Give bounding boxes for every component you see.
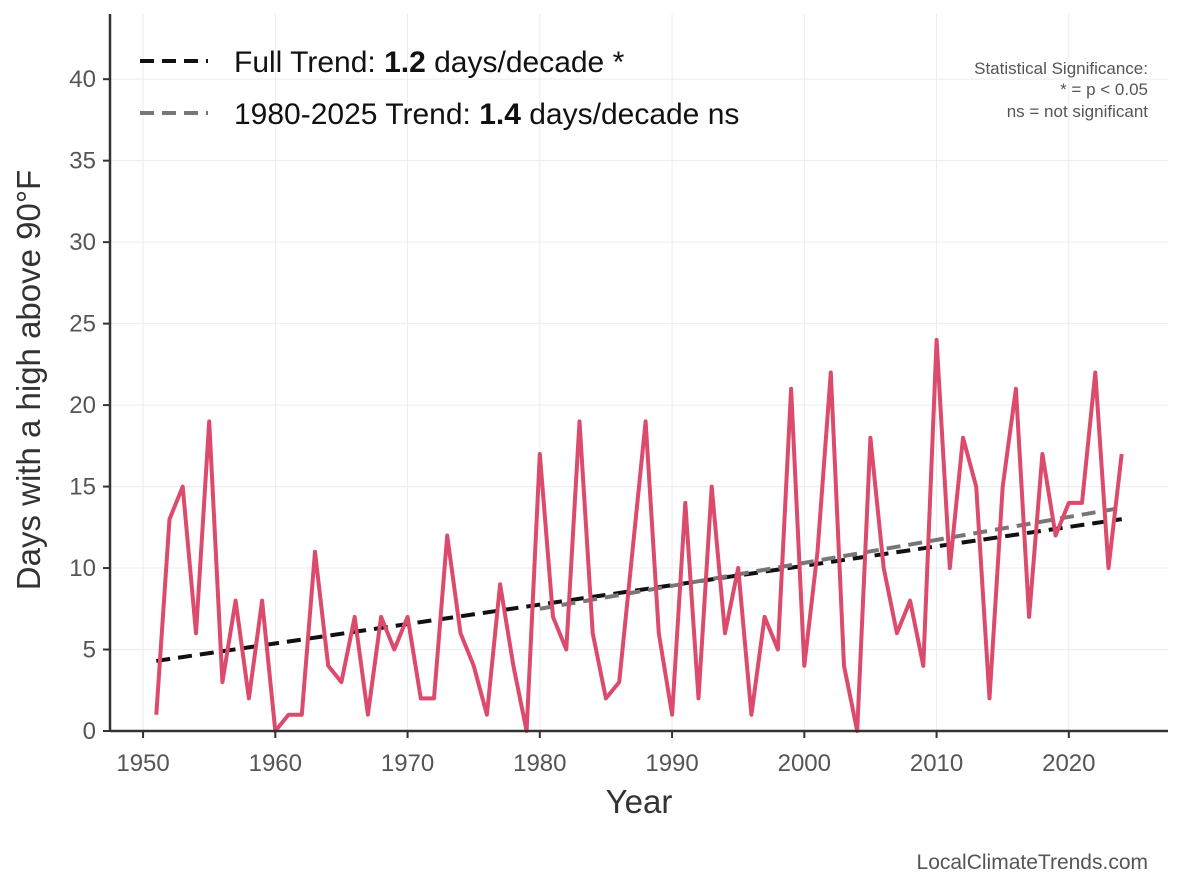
y-tick-label: 0	[83, 718, 96, 745]
x-tick-label: 1980	[513, 750, 566, 777]
legend-full-trend-suffix: days/decade *	[426, 46, 625, 79]
x-tick-label: 1950	[116, 750, 169, 777]
legend-recent-trend-label: 1980-2025 Trend: 1.4 days/decade ns	[234, 98, 739, 131]
y-tick-label: 30	[69, 229, 96, 256]
y-tick-label: 35	[69, 148, 96, 175]
x-tick-label: 1990	[645, 750, 698, 777]
y-tick-label: 15	[69, 474, 96, 501]
legend-recent-trend-value: 1.4	[479, 98, 521, 131]
trend-lines	[155, 505, 1123, 663]
y-tick-label: 10	[69, 555, 96, 582]
axes	[108, 14, 1168, 733]
y-tick-label: 25	[69, 311, 96, 338]
y-tick-label: 40	[69, 66, 96, 93]
significance-ns-definition: ns = not significant	[1007, 102, 1149, 121]
significance-note: Statistical Significance: * = p < 0.05 n…	[974, 59, 1148, 121]
legend-full-trend-label: Full Trend: 1.2 days/decade *	[234, 46, 625, 79]
y-axis-title: Days with a high above 90°F	[10, 170, 47, 590]
significance-p-threshold: * = p < 0.05	[1060, 80, 1148, 99]
legend-full-trend-value: 1.2	[384, 46, 426, 79]
legend: Full Trend: 1.2 days/decade * 1980-2025 …	[140, 46, 739, 131]
y-tick-label: 5	[83, 637, 96, 664]
x-axis-ticks: 1950 1960 1970 1980 1990 2000 2010 2020	[116, 731, 1096, 777]
gridlines	[110, 14, 1168, 732]
legend-full-trend-prefix: Full Trend:	[234, 46, 384, 79]
legend-recent-trend-prefix: 1980-2025 Trend:	[234, 98, 479, 131]
significance-title: Statistical Significance:	[974, 59, 1148, 78]
x-axis-title: Year	[606, 783, 673, 820]
legend-recent-trend-suffix: days/decade ns	[521, 98, 739, 131]
x-tick-label: 2000	[778, 750, 831, 777]
source-credit: LocalClimateTrends.com	[917, 851, 1148, 874]
y-axis-ticks: 0 5 10 15 20 25 30 35 40	[69, 66, 110, 745]
days-above-90-series-line	[154, 337, 1124, 733]
y-tick-label: 20	[69, 392, 96, 419]
x-tick-label: 1960	[249, 750, 302, 777]
x-tick-label: 2010	[910, 750, 963, 777]
x-tick-label: 2020	[1042, 750, 1095, 777]
x-tick-label: 1970	[381, 750, 434, 777]
